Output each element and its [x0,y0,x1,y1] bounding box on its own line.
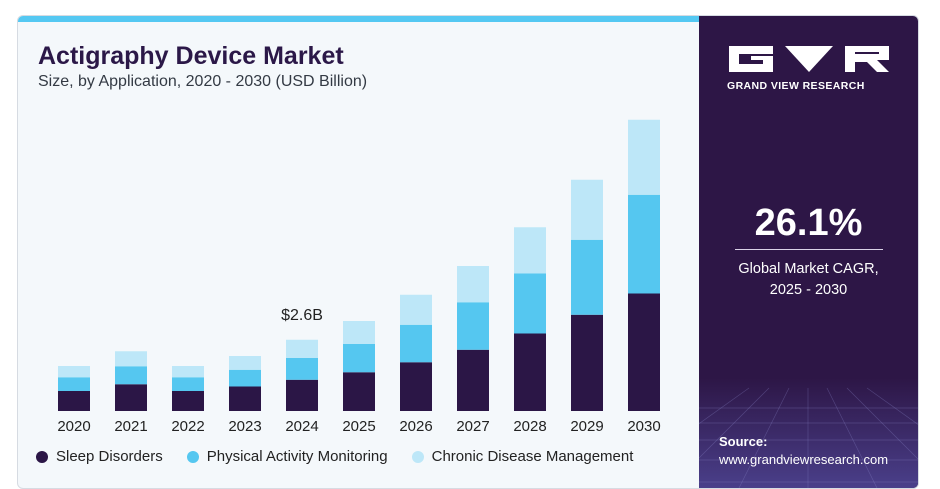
x-tick-label-2022: 2022 [171,418,204,435]
x-tick-label-2021: 2021 [114,418,147,435]
x-tick-label-2020: 2020 [57,418,90,435]
gvr-logo-icon [729,46,889,72]
bar-2021-series-2 [115,351,147,367]
bar-2026-series-2 [400,294,432,325]
bar-2022-series-0 [172,391,204,411]
brand-logo: GRAND VIEW RESEARCH [727,44,891,92]
bar-2022-series-1 [172,377,204,391]
bar-2023-series-2 [229,356,261,370]
bar-2028-series-0 [514,333,546,411]
legend-item-sleep-disorders: Sleep Disorders [36,448,163,465]
bar-2020-series-0 [58,391,90,411]
x-tick-label-2027: 2027 [456,418,489,435]
x-tick-label-2025: 2025 [342,418,375,435]
bar-2027-series-1 [457,302,489,350]
bar-2022-series-2 [172,366,204,378]
bar-2028-series-1 [514,273,546,334]
x-tick-label-2030: 2030 [627,418,660,435]
accent-bar [18,16,699,22]
bar-2029-series-0 [571,314,603,411]
cagr-divider [735,249,883,250]
legend-item-physical-activity: Physical Activity Monitoring [186,448,388,465]
bar-2030-series-1 [628,194,660,294]
legend-swatch-physical-activity [186,450,199,463]
legend-swatch-chronic-disease [411,450,424,463]
chart-subtitle: Size, by Application, 2020 - 2030 (USD B… [38,73,368,90]
bar-2023-series-1 [229,369,261,387]
bar-2026-series-1 [400,324,432,363]
bar-2020-series-2 [58,366,90,378]
bar-2027-series-0 [457,349,489,411]
bar-2029-series-2 [571,179,603,240]
legend-label-chronic-disease: Chronic Disease Management [431,448,634,465]
source-label: Source: [719,434,768,449]
chart-title: Actigraphy Device Market [38,42,344,70]
bar-2024-series-0 [286,379,318,411]
stacked-bar-chart: 2020 2021 2022 2023 2024 $2.6B 2025 2026 2027 202… [57,119,661,435]
bar-2029-series-1 [571,239,603,315]
bar-2030-series-0 [628,293,660,411]
source-block: Source: www.grandviewresearch.com [719,434,888,467]
bar-2030-series-2 [628,119,660,195]
bar-2025-series-2 [343,321,375,344]
bar-annotation-2024: $2.6B [281,307,323,324]
legend-item-chronic-disease: Chronic Disease Management [411,448,634,465]
cagr-value: 26.1% [754,202,863,244]
legend-swatch-sleep-disorders [36,450,48,463]
bar-2025-series-0 [343,372,375,411]
x-tick-label-2029: 2029 [570,418,603,435]
bar-2021-series-1 [115,366,147,385]
bar-2027-series-2 [457,266,489,303]
bar-2026-series-0 [400,362,432,411]
cagr-label-line2: 2025 - 2030 [769,282,848,298]
x-tick-label-2023: 2023 [228,418,261,435]
side-panel-grid-pattern [699,378,918,488]
cagr-label-line1: Global Market CAGR, [738,261,879,277]
legend-label-physical-activity: Physical Activity Monitoring [206,448,388,465]
bar-2024-series-1 [286,358,318,380]
bar-2023-series-0 [229,386,261,411]
bar-2028-series-2 [514,227,546,274]
bar-2024-series-2 [286,339,318,358]
bar-2021-series-0 [115,384,147,411]
cagr-label: Global Market CAGR, 2025 - 2030 [699,259,918,301]
side-panel: GRAND VIEW RESEARCH 26.1% Global Market … [699,16,918,488]
x-tick-label-2028: 2028 [513,418,546,435]
x-tick-label-2024: 2024 [285,418,318,435]
brand-name: GRAND VIEW RESEARCH [727,80,865,92]
infographic-card: Actigraphy Device Market Size, by Applic… [17,15,919,489]
bar-2020-series-1 [58,377,90,391]
x-tick-label-2026: 2026 [399,418,432,435]
legend-label-sleep-disorders: Sleep Disorders [56,448,163,465]
source-url: www.grandviewresearch.com [719,452,889,467]
chart-legend: Sleep Disorders Physical Activity Monito… [36,448,657,465]
bar-2025-series-1 [343,344,375,373]
